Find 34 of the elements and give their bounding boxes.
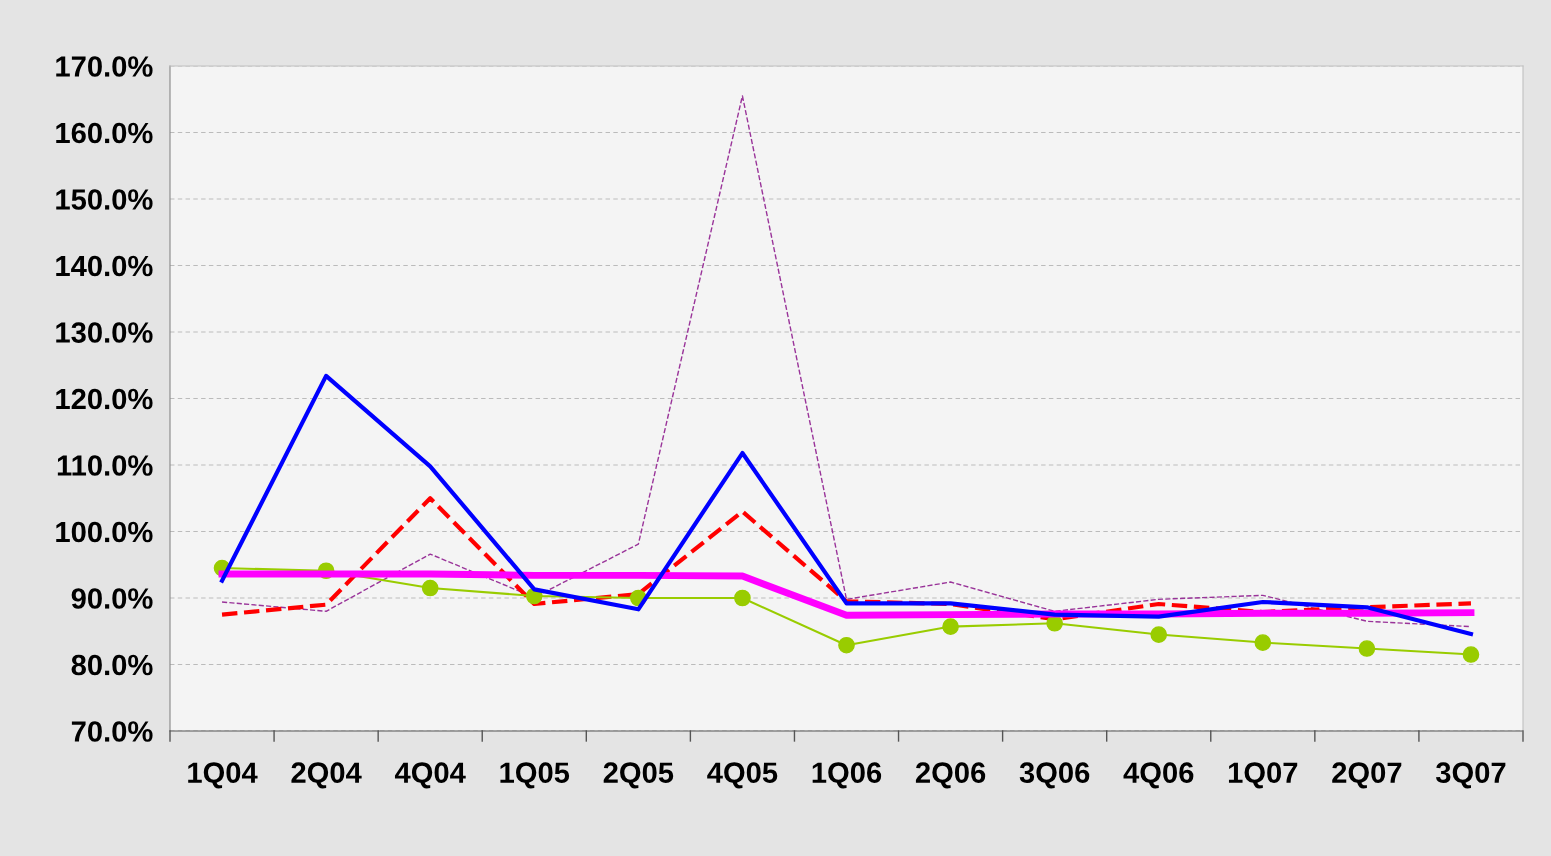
y-tick-label: 160.0% [56,122,153,144]
x-tick-label: 2Q04 [291,762,362,789]
x-tick-label: 1Q04 [188,762,258,789]
y-tick-label: 120.0% [56,388,153,410]
x-tick-label: 1Q07 [1228,762,1298,789]
point [1254,634,1272,651]
point [942,618,959,635]
x-tick-label: 1Q05 [500,762,570,789]
y-tick-label: 110.0% [57,455,153,476]
y-tick-label: 100.0% [56,521,153,543]
y-tick-label: 140.0% [56,255,153,277]
point [1358,640,1376,657]
x-tick-label: 2Q06 [915,762,986,789]
x-tick-label: 2Q07 [1332,762,1402,789]
x-tick-label: 4Q05 [707,762,778,789]
line-series [221,95,1472,628]
point [1462,646,1480,663]
y-tick-label: 90.0% [71,588,153,609]
x-tick-label: 1Q06 [812,762,882,789]
y-tick-label: 80.0% [71,654,153,676]
point [1150,626,1168,643]
point [734,589,751,607]
point [421,579,439,597]
y-tick-label: 70.0% [71,721,153,742]
line-series [219,373,1474,636]
y-tick-label: 150.0% [56,189,153,210]
x-tick-label: 2Q05 [603,762,674,789]
y-tick-label: 130.0% [56,322,153,343]
point [838,636,855,654]
x-tick-label: 3Q07 [1435,762,1506,789]
x-tick-label: 3Q06 [1019,762,1090,789]
y-tick-label: 170.0% [56,56,153,77]
x-tick-label: 4Q06 [1123,762,1194,789]
x-tick-label: 4Q04 [394,762,466,789]
